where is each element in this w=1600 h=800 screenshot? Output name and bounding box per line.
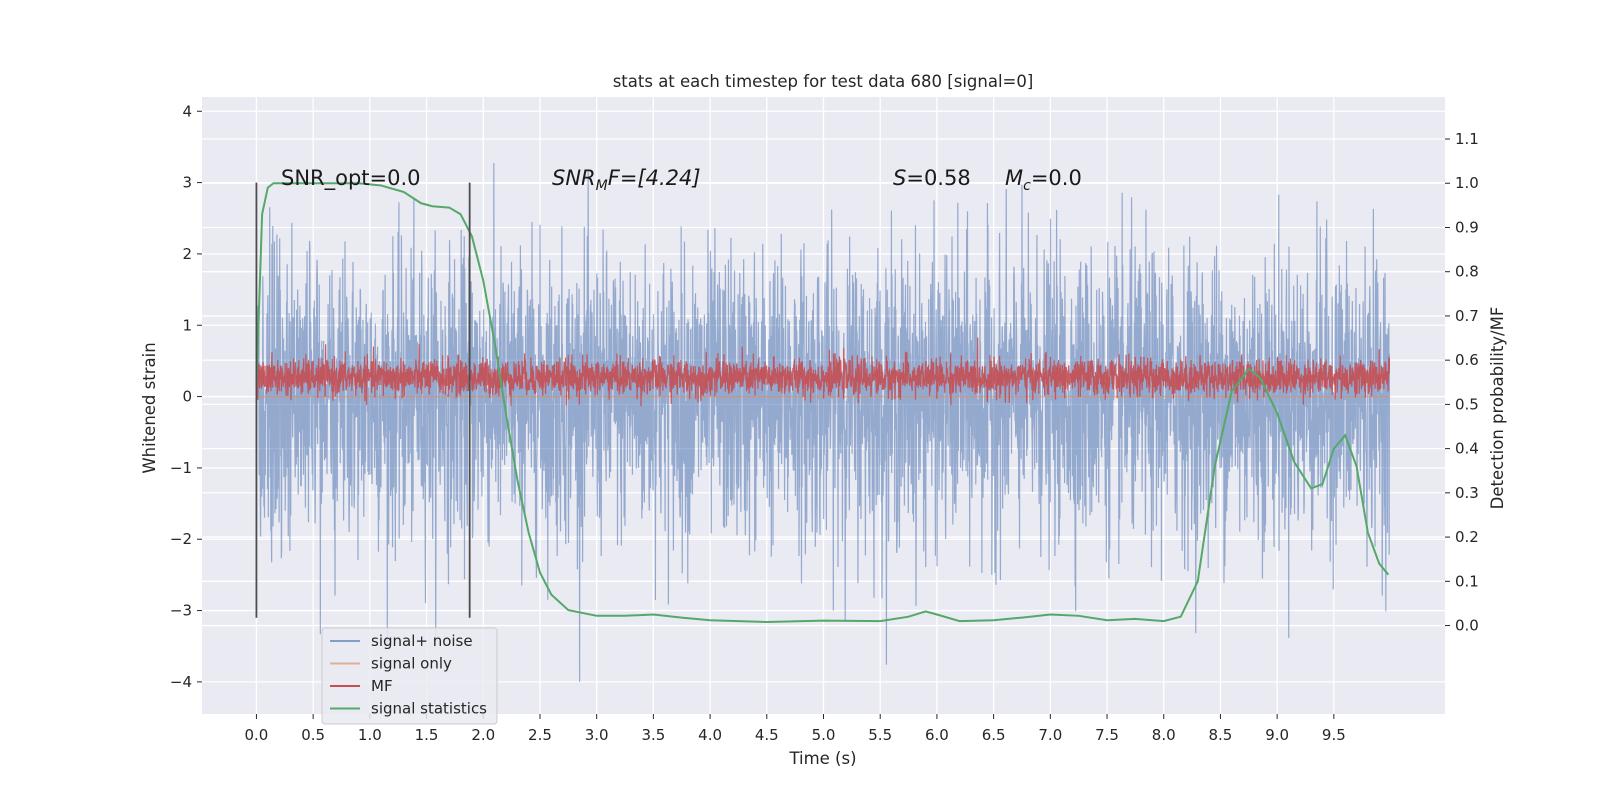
legend-label: signal only	[371, 655, 452, 673]
right-y-tick-label: 0.7	[1455, 307, 1479, 325]
x-tick-label: 0.0	[245, 726, 269, 744]
left-y-tick-label: −3	[170, 602, 192, 620]
right-y-tick-label: 0.6	[1455, 351, 1479, 369]
right-axis-label: Detection probability/MF	[1488, 307, 1507, 510]
right-y-tick-label: 0.3	[1455, 484, 1479, 502]
annotation-s-val: =0.58	[906, 166, 970, 190]
annotation-snr-mf-base: SNR	[552, 166, 596, 190]
right-y-tick-label: 0.9	[1455, 218, 1479, 236]
annotation-mc-var: M	[1005, 166, 1023, 190]
right-y-tick-label: 0.4	[1455, 440, 1479, 458]
annotation-mc-sub: c	[1023, 178, 1031, 194]
right-y-tick-label: 0.0	[1455, 617, 1479, 635]
left-y-tick-label: 0	[182, 388, 192, 406]
x-tick-label: 8.5	[1209, 726, 1233, 744]
left-y-tick-label: −2	[170, 530, 192, 548]
x-tick-label: 6.0	[925, 726, 949, 744]
x-tick-label: 8.0	[1152, 726, 1176, 744]
left-y-tick-label: 1	[182, 316, 192, 334]
legend-label: MF	[371, 677, 393, 695]
left-axis-label: Whitened strain	[140, 342, 159, 473]
x-tick-label: 4.0	[698, 726, 722, 744]
annotation-snr-opt: SNR_opt=0.0	[281, 166, 421, 191]
x-tick-label: 7.0	[1038, 726, 1062, 744]
legend-items: signal+ noise signal only MF signal statist…	[330, 632, 487, 718]
right-y-tick-label: 0.2	[1455, 528, 1479, 546]
x-tick-label: 5.5	[868, 726, 892, 744]
x-tick-label: 2.0	[471, 726, 495, 744]
legend-label: signal+ noise	[371, 632, 473, 650]
right-axis-ticks: 0.0 0.1 0.2 0.3 0.4 0.5 0.6 0.7 0.8 0.9 1.0 1.1	[1445, 130, 1479, 635]
left-y-tick-label: 4	[182, 102, 192, 120]
left-axis-ticks: −4 −3 −2 −1 0 1 2 3 4	[170, 102, 202, 691]
left-y-tick-label: 2	[182, 245, 192, 263]
chart-title: stats at each timestep for test data 680…	[613, 72, 1034, 91]
annotation-s-var: S	[893, 166, 906, 190]
annotation-snr-mf-sub: M	[596, 178, 608, 194]
vertical-markers	[255, 182, 471, 618]
x-tick-label: 4.5	[755, 726, 779, 744]
right-y-tick-label: 0.8	[1455, 263, 1479, 281]
x-tick-label: 0.5	[301, 726, 325, 744]
x-tick-label: 3.5	[641, 726, 665, 744]
right-y-tick-label: 0.1	[1455, 572, 1479, 590]
x-tick-label: 9.5	[1322, 726, 1346, 744]
left-y-tick-label: 3	[182, 174, 192, 192]
x-axis-ticks: 0.0 0.5 1.0 1.5 2.0 2.5 3.0 3.5 4.0 4.5 5.0 5.5 6.0 6…	[245, 714, 1346, 744]
legend: signal+ noise signal only MF signal statist…	[321, 627, 498, 725]
series-mf-line	[255, 337, 1391, 407]
x-axis-label: Time (s)	[788, 749, 856, 768]
x-tick-label: 1.5	[415, 726, 439, 744]
x-tick-label: 9.0	[1265, 726, 1289, 744]
x-tick-label: 5.0	[812, 726, 836, 744]
traces	[255, 162, 1391, 682]
annotation-mc-val: =0.0	[1031, 166, 1082, 190]
x-tick-label: 7.5	[1095, 726, 1119, 744]
plot-area	[202, 97, 1445, 714]
series-signal-statistics-line	[255, 182, 1390, 624]
right-y-tick-label: 1.0	[1455, 174, 1479, 192]
left-y-tick-label: −4	[170, 673, 192, 691]
right-y-tick-label: 0.5	[1455, 395, 1479, 413]
annotation-s: S=0.58	[893, 166, 971, 190]
annotation-snr-mf: SNRMF=[4.24]	[552, 166, 701, 194]
legend-label: signal statistics	[371, 700, 487, 718]
legend-frame	[321, 627, 498, 725]
x-tick-label: 1.0	[358, 726, 382, 744]
annotation-snr-mf-rest: F=[4.24]	[608, 166, 701, 190]
x-tick-label: 3.0	[585, 726, 609, 744]
x-tick-label: 2.5	[528, 726, 552, 744]
left-y-tick-label: −1	[170, 459, 192, 477]
right-y-tick-label: 1.1	[1455, 130, 1479, 148]
annotation-mc: Mc=0.0	[1005, 166, 1082, 194]
x-tick-label: 6.5	[982, 726, 1006, 744]
